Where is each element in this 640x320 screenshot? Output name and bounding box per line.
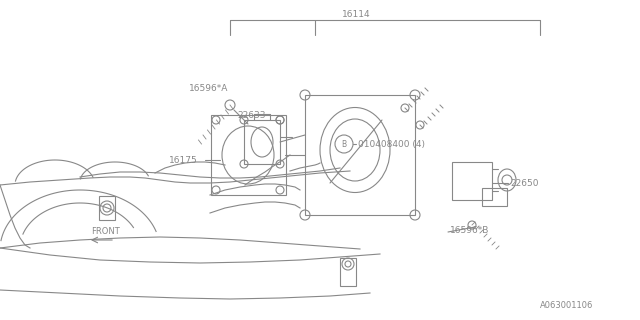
Text: 16596*B: 16596*B bbox=[450, 226, 490, 235]
Bar bbox=[340, 258, 356, 286]
Bar bbox=[99, 196, 115, 220]
Text: 16596*A: 16596*A bbox=[189, 84, 228, 92]
Text: FRONT: FRONT bbox=[91, 227, 120, 236]
Bar bbox=[244, 120, 280, 164]
Text: 16114: 16114 bbox=[342, 10, 371, 19]
Text: 010408400 (4): 010408400 (4) bbox=[358, 140, 425, 148]
Text: A063001106: A063001106 bbox=[540, 300, 593, 309]
Bar bbox=[452, 162, 492, 200]
Bar bbox=[305, 95, 415, 215]
Text: B: B bbox=[341, 140, 347, 148]
Bar bbox=[482, 188, 507, 206]
Text: 22633: 22633 bbox=[237, 110, 266, 119]
Text: 16175: 16175 bbox=[169, 156, 198, 164]
Bar bbox=[211, 115, 286, 195]
Text: 22650: 22650 bbox=[510, 179, 538, 188]
